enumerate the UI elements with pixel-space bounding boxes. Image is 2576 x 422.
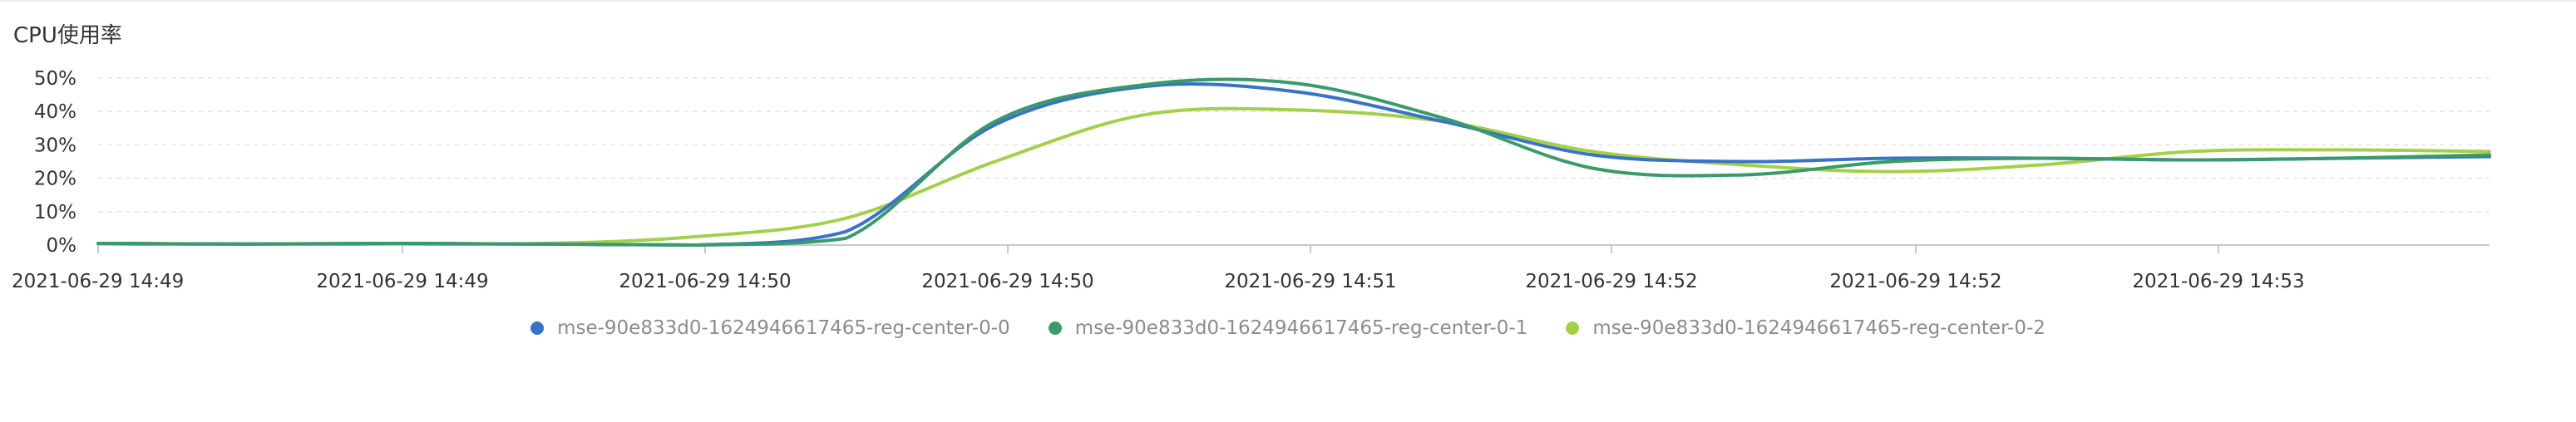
y-tick-label: 10% xyxy=(34,202,76,223)
y-tick-label: 30% xyxy=(34,135,76,156)
y-tick-label: 40% xyxy=(34,101,76,123)
cpu-usage-line-chart: 0% 10% 20% 30% 40% 50% 2021-06-29 14:49 2021-06… xyxy=(12,68,2491,292)
legend-item[interactable]: mse-90e833d0-1624946617465-reg-center-0-… xyxy=(1048,317,1528,339)
y-tick-label: 50% xyxy=(34,68,76,90)
x-tick-label: 2021-06-29 14:52 xyxy=(1525,271,1697,292)
x-tick-label: 2021-06-29 14:49 xyxy=(12,271,184,292)
legend-label: mse-90e833d0-1624946617465-reg-center-0-… xyxy=(1592,317,2046,339)
y-tick-label: 0% xyxy=(47,235,77,257)
top-divider xyxy=(0,0,2576,2)
x-tick-label: 2021-06-29 14:52 xyxy=(1829,271,2001,292)
legend-item[interactable]: mse-90e833d0-1624946617465-reg-center-0-… xyxy=(1566,317,2046,339)
series-line-2 xyxy=(96,106,2491,246)
x-tick-label: 2021-06-29 14:50 xyxy=(921,271,1093,292)
series-line-0 xyxy=(96,82,2491,247)
chart-legend: mse-90e833d0-1624946617465-reg-center-0-… xyxy=(0,317,2576,339)
x-tick-label: 2021-06-29 14:49 xyxy=(316,271,488,292)
legend-dot-icon xyxy=(1566,321,1580,335)
legend-label: mse-90e833d0-1624946617465-reg-center-0-… xyxy=(557,317,1010,339)
y-tick-label: 20% xyxy=(34,169,76,190)
legend-label: mse-90e833d0-1624946617465-reg-center-0-… xyxy=(1074,317,1528,339)
series-line-1 xyxy=(96,77,2491,247)
legend-dot-icon xyxy=(530,321,545,335)
chart-title: CPU使用率 xyxy=(13,23,122,48)
legend-dot-icon xyxy=(1048,321,1062,335)
x-tick-label: 2021-06-29 14:50 xyxy=(619,271,791,292)
x-tick-label: 2021-06-29 14:51 xyxy=(1224,271,1396,292)
legend-item[interactable]: mse-90e833d0-1624946617465-reg-center-0-… xyxy=(530,317,1010,339)
x-tick-label: 2021-06-29 14:53 xyxy=(2132,271,2304,292)
